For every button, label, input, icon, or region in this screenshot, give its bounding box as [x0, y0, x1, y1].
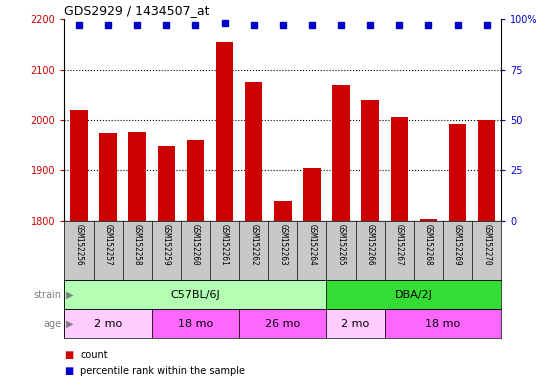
Text: GSM152262: GSM152262	[249, 224, 258, 265]
Bar	[239, 309, 326, 338]
Text: GSM152265: GSM152265	[337, 224, 346, 265]
Text: GSM152261: GSM152261	[220, 224, 229, 265]
Text: GSM152256: GSM152256	[74, 224, 83, 265]
Bar	[99, 132, 117, 221]
Bar	[245, 82, 263, 221]
Text: GSM152259: GSM152259	[162, 224, 171, 265]
Text: GSM152270: GSM152270	[482, 224, 491, 265]
Text: 18 mo: 18 mo	[426, 318, 460, 329]
Text: 26 mo: 26 mo	[265, 318, 300, 329]
Bar	[361, 100, 379, 221]
Text: 18 mo: 18 mo	[178, 318, 213, 329]
Bar	[216, 42, 234, 221]
Bar	[326, 309, 385, 338]
Text: GSM152267: GSM152267	[395, 224, 404, 265]
Bar	[274, 200, 292, 221]
Text: ▶: ▶	[66, 290, 73, 300]
Bar	[326, 280, 501, 309]
Text: GSM152268: GSM152268	[424, 224, 433, 265]
Text: GSM152263: GSM152263	[278, 224, 287, 265]
Text: GSM152257: GSM152257	[104, 224, 113, 265]
Text: age: age	[44, 318, 62, 329]
Text: GSM152258: GSM152258	[133, 224, 142, 265]
Text: ▶: ▶	[66, 318, 73, 329]
Text: GSM152269: GSM152269	[453, 224, 462, 265]
Bar	[332, 85, 350, 221]
Bar	[385, 309, 501, 338]
Bar	[128, 132, 146, 221]
Bar	[64, 280, 326, 309]
Text: GSM152264: GSM152264	[307, 224, 316, 265]
Text: ■: ■	[64, 366, 74, 376]
Text: count: count	[80, 350, 108, 360]
Bar	[64, 309, 152, 338]
Text: strain: strain	[34, 290, 62, 300]
Bar	[419, 219, 437, 221]
Text: DBA/2J: DBA/2J	[395, 290, 433, 300]
Text: 2 mo: 2 mo	[342, 318, 370, 329]
Bar	[152, 309, 239, 338]
Text: GSM152266: GSM152266	[366, 224, 375, 265]
Bar	[303, 168, 321, 221]
Text: percentile rank within the sample: percentile rank within the sample	[80, 366, 245, 376]
Text: C57BL/6J: C57BL/6J	[171, 290, 220, 300]
Bar	[70, 110, 88, 221]
Bar	[157, 146, 175, 221]
Text: GSM152260: GSM152260	[191, 224, 200, 265]
Text: 2 mo: 2 mo	[94, 318, 122, 329]
Text: GDS2929 / 1434507_at: GDS2929 / 1434507_at	[64, 3, 210, 17]
Text: ■: ■	[64, 350, 74, 360]
Bar	[390, 118, 408, 221]
Bar	[478, 120, 496, 221]
Bar	[186, 140, 204, 221]
Bar	[449, 124, 466, 221]
